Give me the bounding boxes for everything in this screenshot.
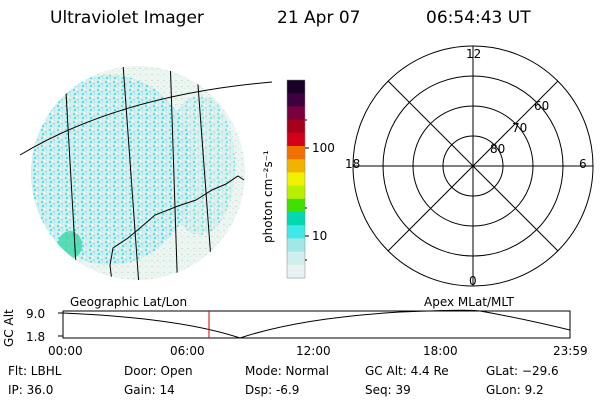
x-tick-1200: 12:00 [296, 344, 331, 358]
y-tick-label-high: 9.0 [26, 307, 46, 321]
mlt-label-0: 0 [469, 274, 477, 288]
timeline-plot [58, 309, 571, 339]
geographic-title: Geographic Lat/Lon [70, 295, 188, 309]
lat-label-80: 80 [490, 142, 506, 156]
instrument-title: Ultraviolet Imager [50, 8, 204, 28]
colorbar-swatch [287, 225, 305, 239]
colorbar-swatch [287, 185, 305, 200]
mode-readout: Mode: Normal [245, 364, 329, 378]
door-readout: Door: Open [124, 364, 193, 378]
mlt-label-6: 6 [579, 157, 587, 171]
auroral-image [19, 66, 273, 280]
observation-date: 21 Apr 07 [277, 8, 361, 28]
dsp-readout: Dsp: -6.9 [245, 383, 300, 397]
gc-alt-readout: GC Alt: 4.4 Re [365, 364, 449, 378]
colorbar-swatch [287, 106, 305, 121]
filter-readout: Flt: LBHL [8, 364, 62, 378]
colorbar-swatch [287, 146, 305, 160]
latitude-line [19, 81, 273, 156]
colorbar-swatch [287, 80, 305, 94]
glon-readout: GLon: 9.2 [486, 383, 544, 397]
glat-readout: GLat: −29.6 [486, 364, 559, 378]
colorbar-swatch [287, 198, 305, 213]
x-tick-0000: 00:00 [48, 344, 83, 358]
seq-readout: Seq: 39 [365, 383, 411, 397]
colorbar-label-10: 10 [312, 229, 328, 243]
x-tick-0600: 06:00 [170, 344, 205, 358]
colorbar-swatch [287, 238, 305, 253]
y-tick-label-low: 1.8 [26, 330, 46, 344]
colorbar-frame [286, 79, 306, 279]
coastline [109, 175, 245, 280]
polar-diagonal [387, 80, 559, 252]
lat-label-70: 70 [512, 121, 528, 135]
meridian-line [63, 66, 79, 280]
colorbar-label-100: 100 [312, 141, 335, 155]
lat-label-60: 60 [534, 99, 550, 113]
colorbar-swatch [287, 132, 305, 147]
apex-title: Apex MLat/MLT [424, 295, 514, 309]
colorbar-unit-label: photon cm⁻²s⁻¹ [261, 150, 275, 243]
colorbar [286, 79, 309, 279]
meridian-line [169, 66, 179, 280]
x-tick-1800: 18:00 [423, 344, 458, 358]
polar-grid [352, 45, 594, 287]
timeline-frame [62, 310, 571, 339]
gain-readout: Gain: 14 [124, 383, 175, 397]
mlt-label-18: 18 [345, 157, 361, 171]
colorbar-swatch [287, 119, 305, 134]
x-tick-2359: 23:59 [553, 344, 588, 358]
mlt-label-12: 12 [466, 47, 482, 61]
colorbar-swatch [287, 93, 305, 107]
colorbar-swatch [287, 212, 305, 226]
colorbar-swatch [287, 251, 305, 266]
altitude-curve [62, 309, 571, 339]
colorbar-swatch [287, 159, 305, 173]
ip-readout: IP: 36.0 [8, 383, 54, 397]
timeline-axis-label: GC Alt [2, 309, 16, 347]
colorbar-swatch [287, 264, 305, 279]
observation-time: 06:54:43 UT [426, 8, 531, 28]
colorbar-swatch [287, 172, 305, 187]
meridian-line [121, 66, 141, 280]
